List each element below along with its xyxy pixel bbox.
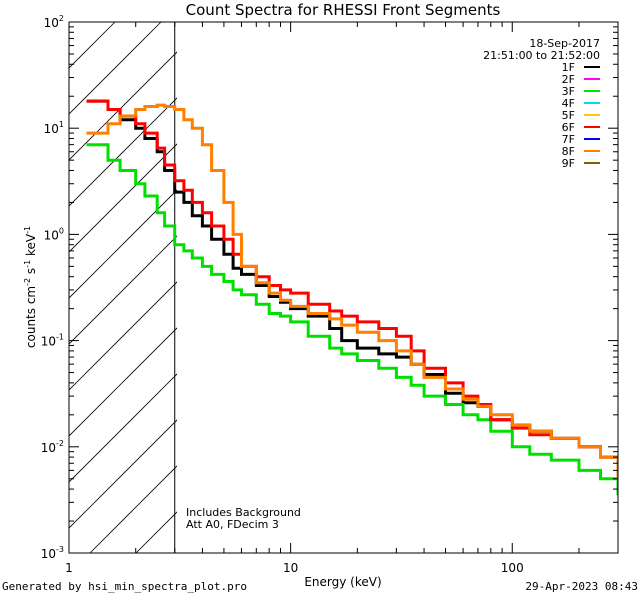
y-tick-labels: 10-3 10-2 10-1 100 101 102: [41, 14, 64, 561]
series-layer: [86, 99, 618, 496]
hatch-line: [458, 22, 640, 553]
legend-label-3F: 3F: [562, 85, 575, 98]
series-3F: [86, 143, 618, 496]
hatch-line: [69, 235, 177, 345]
hatch-line: [228, 22, 640, 553]
legend-label-6F: 6F: [562, 121, 575, 134]
x-tick-labels: 1 10 100: [65, 561, 524, 575]
hatch-line: [89, 465, 177, 553]
x-tick-label: 10: [283, 561, 298, 575]
series-8F: [86, 103, 618, 479]
footer-generator-note: Generated by hsi_min_spectra_plot.pro: [2, 580, 248, 593]
hatch-line: [69, 22, 162, 115]
hatch-line: [366, 22, 640, 553]
legend-label-9F: 9F: [562, 157, 575, 170]
chart-title: Count Spectra for RHESSI Front Segments: [186, 1, 501, 19]
plot-frame: [68, 21, 619, 554]
y-axis-label: counts cm-2 s-1 keV-1: [23, 226, 38, 348]
x-axis-label: Energy (keV): [304, 575, 381, 589]
series-6F: [86, 99, 618, 479]
y-tick-label: 10-1: [41, 333, 64, 349]
annotation-background: Includes Background: [186, 506, 301, 519]
hatch-line: [412, 22, 640, 553]
y-tick-label: 10-2: [41, 439, 64, 455]
hatch-line: [69, 419, 177, 529]
legend-label-1F: 1F: [562, 61, 575, 74]
hatch-line: [69, 143, 177, 253]
y-tick-label: 10-3: [41, 545, 64, 561]
legend-label-4F: 4F: [562, 97, 575, 110]
axis-ticks: [68, 21, 619, 554]
x-tick-label: 1: [65, 561, 73, 575]
x-tick-label: 100: [501, 561, 524, 575]
y-tick-label: 100: [44, 226, 64, 242]
hatch-line: [320, 22, 640, 553]
hatch-line: [274, 22, 640, 553]
legend-label-5F: 5F: [562, 109, 575, 122]
annotation-attenuator: Att A0, FDecim 3: [186, 518, 279, 531]
legend-label-7F: 7F: [562, 133, 575, 146]
y-tick-label: 101: [44, 120, 64, 136]
hatch-line: [69, 281, 177, 391]
date-label: 18-Sep-2017: [529, 37, 600, 50]
hatch-line: [69, 189, 177, 299]
legend-label-8F: 8F: [562, 145, 575, 158]
hatch-line: [69, 373, 177, 483]
hatch-line: [69, 327, 177, 437]
legend-label-2F: 2F: [562, 73, 575, 86]
footer-timestamp: 29-Apr-2023 08:43: [525, 580, 638, 593]
y-tick-label: 102: [44, 14, 64, 30]
hatch-line: [69, 97, 177, 207]
time-range-label: 21:51:00 to 21:52:00: [483, 49, 600, 62]
